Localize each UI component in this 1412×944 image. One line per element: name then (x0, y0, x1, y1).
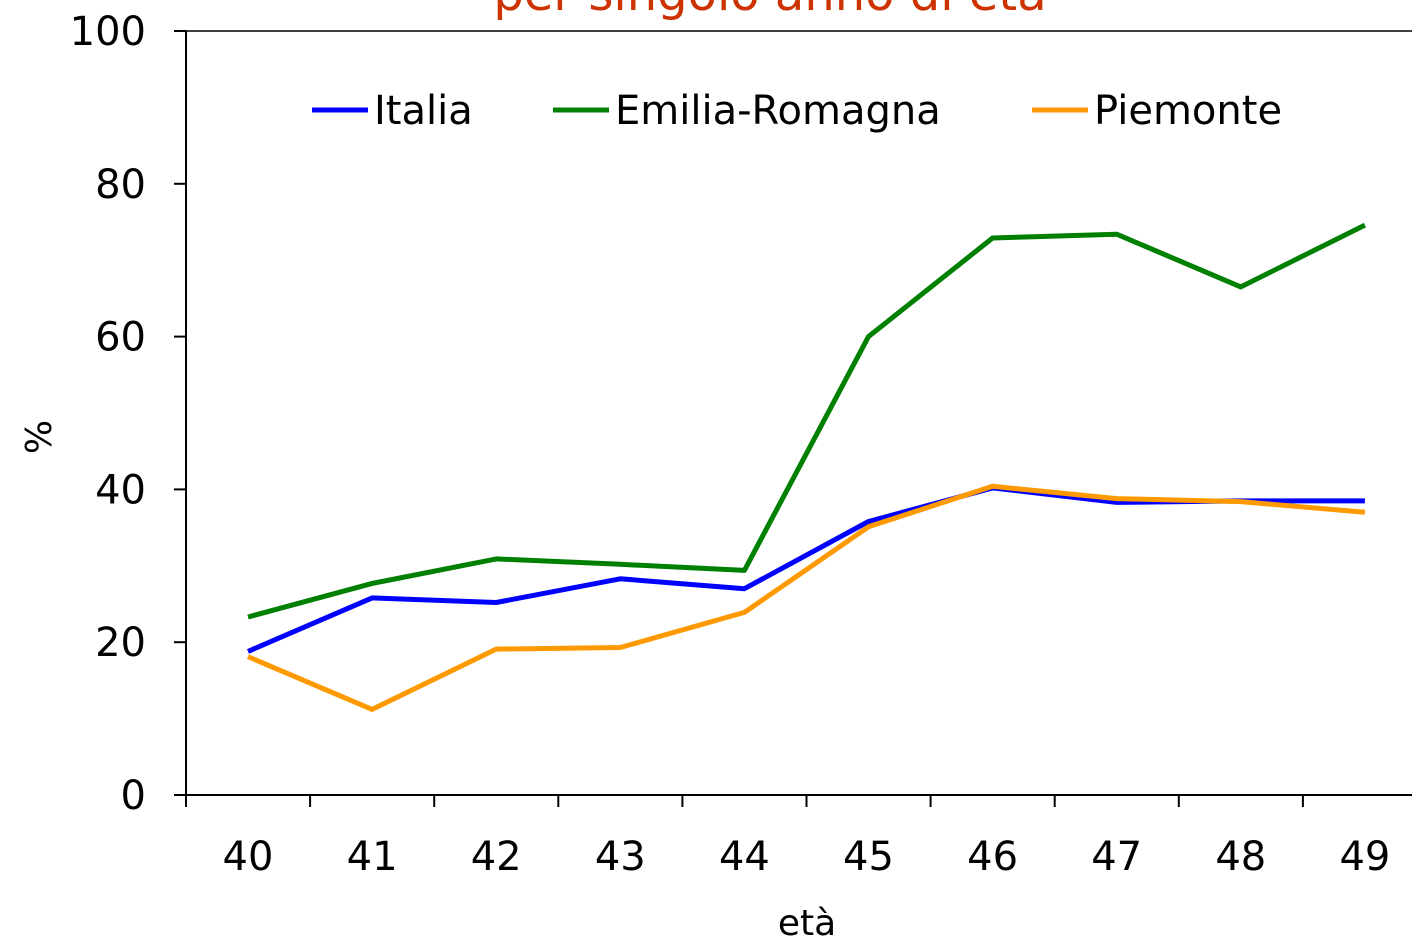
x-tick-label: 44 (719, 834, 770, 880)
y-tick-label: 20 (95, 620, 146, 666)
y-ticks: 0 20 40 60 80 100 (70, 9, 186, 819)
y-tick-label: 80 (95, 162, 146, 208)
x-tick-label: 48 (1215, 834, 1266, 880)
x-tick-label: 43 (595, 834, 646, 880)
legend-label: Emilia-Romagna (615, 88, 941, 134)
y-tick-label: 0 (121, 773, 146, 819)
x-tick-label: 47 (1091, 834, 1142, 880)
x-ticks: 40 41 42 43 44 45 46 47 48 49 (185, 795, 1390, 880)
series-group (247, 222, 1367, 712)
x-tick-label: 45 (843, 834, 894, 880)
legend-label: Piemonte (1094, 88, 1282, 134)
chart-title: per singolo anno di età (493, 0, 1046, 22)
series-line-emilia-romagna (247, 222, 1367, 620)
series-line-piemonte (247, 483, 1366, 712)
x-axis-title: età (778, 903, 836, 940)
x-tick-label: 41 (347, 834, 398, 880)
legend: Italia Emilia-Romagna Piemonte (312, 88, 1282, 134)
y-tick-label: 100 (70, 9, 146, 55)
x-tick-label: 42 (471, 834, 522, 880)
y-tick-label: 60 (95, 315, 146, 361)
legend-label: Italia (374, 88, 473, 134)
x-tick-label: 49 (1339, 834, 1390, 880)
x-tick-label: 46 (967, 834, 1018, 880)
x-tick-label: 40 (223, 834, 274, 880)
y-tick-label: 40 (95, 467, 146, 513)
y-axis-title: % (19, 420, 60, 454)
